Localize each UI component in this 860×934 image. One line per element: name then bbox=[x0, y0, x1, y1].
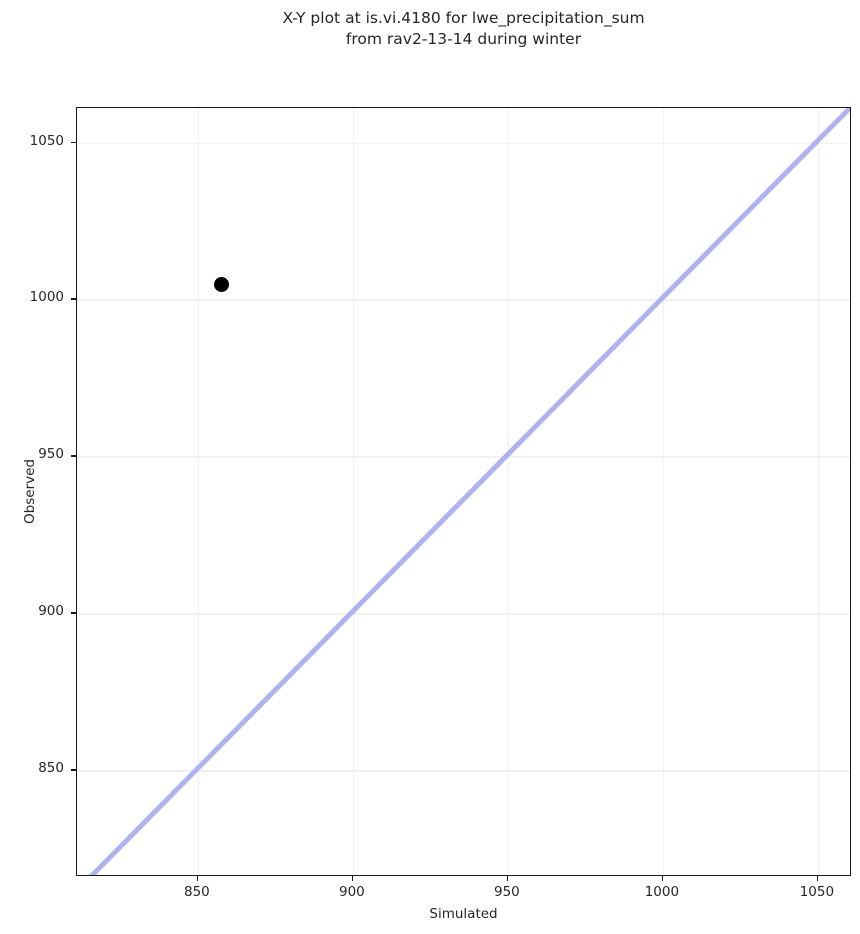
x-tick-mark bbox=[661, 876, 664, 881]
gridline-vertical bbox=[507, 108, 510, 875]
gridline-vertical bbox=[662, 108, 665, 875]
y-tick-mark bbox=[71, 141, 76, 143]
gridline-horizontal bbox=[77, 770, 850, 772]
y-tick-mark bbox=[71, 298, 76, 300]
identity-reference-line bbox=[77, 108, 850, 875]
x-tick-label: 1000 bbox=[644, 884, 680, 900]
y-tick-label: 1050 bbox=[29, 132, 64, 149]
x-axis-label: Simulated bbox=[429, 906, 498, 922]
gridline-horizontal bbox=[77, 142, 850, 144]
x-tick-label: 850 bbox=[184, 884, 210, 900]
y-tick-label: 950 bbox=[38, 446, 64, 463]
plot-area bbox=[76, 107, 851, 876]
gridline-vertical bbox=[197, 108, 200, 875]
gridline-horizontal bbox=[77, 456, 850, 458]
x-tick-mark bbox=[351, 876, 354, 881]
gridline-vertical bbox=[817, 108, 820, 875]
y-tick-label: 850 bbox=[38, 760, 64, 777]
y-tick-mark bbox=[71, 769, 76, 771]
x-tick-mark bbox=[196, 876, 199, 881]
x-tick-mark bbox=[816, 876, 819, 881]
y-axis-label: Observed bbox=[22, 459, 38, 524]
chart-title: X-Y plot at is.vi.4180 for lwe_precipita… bbox=[282, 9, 645, 48]
x-tick-label: 950 bbox=[494, 884, 520, 900]
y-tick-mark bbox=[71, 612, 76, 614]
y-tick-label: 900 bbox=[38, 603, 64, 620]
gridline-vertical bbox=[352, 108, 355, 875]
x-tick-mark bbox=[506, 876, 509, 881]
gridline-horizontal bbox=[77, 613, 850, 615]
gridline-horizontal bbox=[77, 299, 850, 301]
data-point bbox=[214, 276, 230, 292]
x-tick-label: 1050 bbox=[799, 884, 835, 900]
y-tick-mark bbox=[71, 455, 76, 457]
y-tick-label: 1000 bbox=[29, 289, 64, 306]
x-tick-label: 900 bbox=[339, 884, 365, 900]
